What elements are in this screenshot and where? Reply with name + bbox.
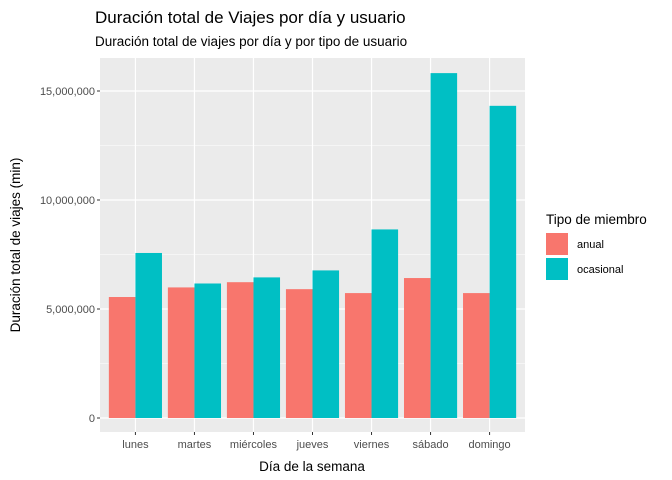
bar-ocasional-jueves: [312, 270, 340, 418]
bar-ocasional-sábado: [430, 73, 458, 419]
bar-anual-jueves: [285, 289, 313, 418]
x-tick-label-miércoles: miércoles: [230, 439, 278, 451]
x-tick-label-viernes: viernes: [354, 439, 390, 451]
bar-anual-viernes: [344, 293, 372, 418]
legend-label-ocasional: ocasional: [577, 264, 623, 276]
legend-title: Tipo de miembro: [546, 212, 647, 227]
y-tick-label: 0: [89, 413, 95, 425]
bar-ocasional-viernes: [371, 229, 399, 418]
x-tick-label-domingo: domingo: [468, 439, 510, 451]
chart-title: Duración total de Viajes por día y usuar…: [95, 8, 406, 27]
x-axis-title: Día de la semana: [259, 459, 365, 474]
y-axis: 0 5,000,000 10,000,000 15,000,000: [40, 86, 100, 425]
x-tick-label-jueves: jueves: [296, 439, 329, 451]
legend-swatch-ocasional: [546, 258, 568, 280]
y-axis-title: Duración total de viajes (min): [8, 158, 23, 333]
x-tick-label-lunes: lunes: [122, 439, 149, 451]
legend-items: anual ocasional: [546, 233, 623, 280]
legend-swatch-anual: [546, 233, 568, 255]
bar-anual-domingo: [463, 293, 490, 418]
y-tick-label: 10,000,000: [40, 195, 95, 207]
bar-anual-sábado: [403, 278, 431, 418]
bar-ocasional-martes: [194, 283, 222, 418]
x-axis: lunes martes miércoles jueves viernes sábado d…: [122, 432, 511, 451]
bar-anual-martes: [167, 287, 195, 418]
bar-ocasional-domingo: [489, 105, 517, 418]
chart-subtitle: Duración total de viajes por día y por t…: [95, 34, 407, 49]
bars: [108, 73, 517, 419]
legend: Tipo de miembro anual ocasional: [546, 212, 647, 280]
legend-label-anual: anual: [577, 239, 604, 251]
bar-anual-miércoles: [226, 282, 254, 418]
bar-ocasional-miércoles: [253, 277, 281, 418]
x-tick-label-martes: martes: [178, 439, 212, 451]
bar-anual-lunes: [108, 297, 136, 418]
y-tick-label: 5,000,000: [46, 304, 95, 316]
bar-ocasional-lunes: [135, 252, 162, 418]
y-tick-label: 15,000,000: [40, 86, 95, 98]
x-tick-label-sábado: sábado: [413, 439, 449, 451]
plot-area: [100, 58, 525, 432]
